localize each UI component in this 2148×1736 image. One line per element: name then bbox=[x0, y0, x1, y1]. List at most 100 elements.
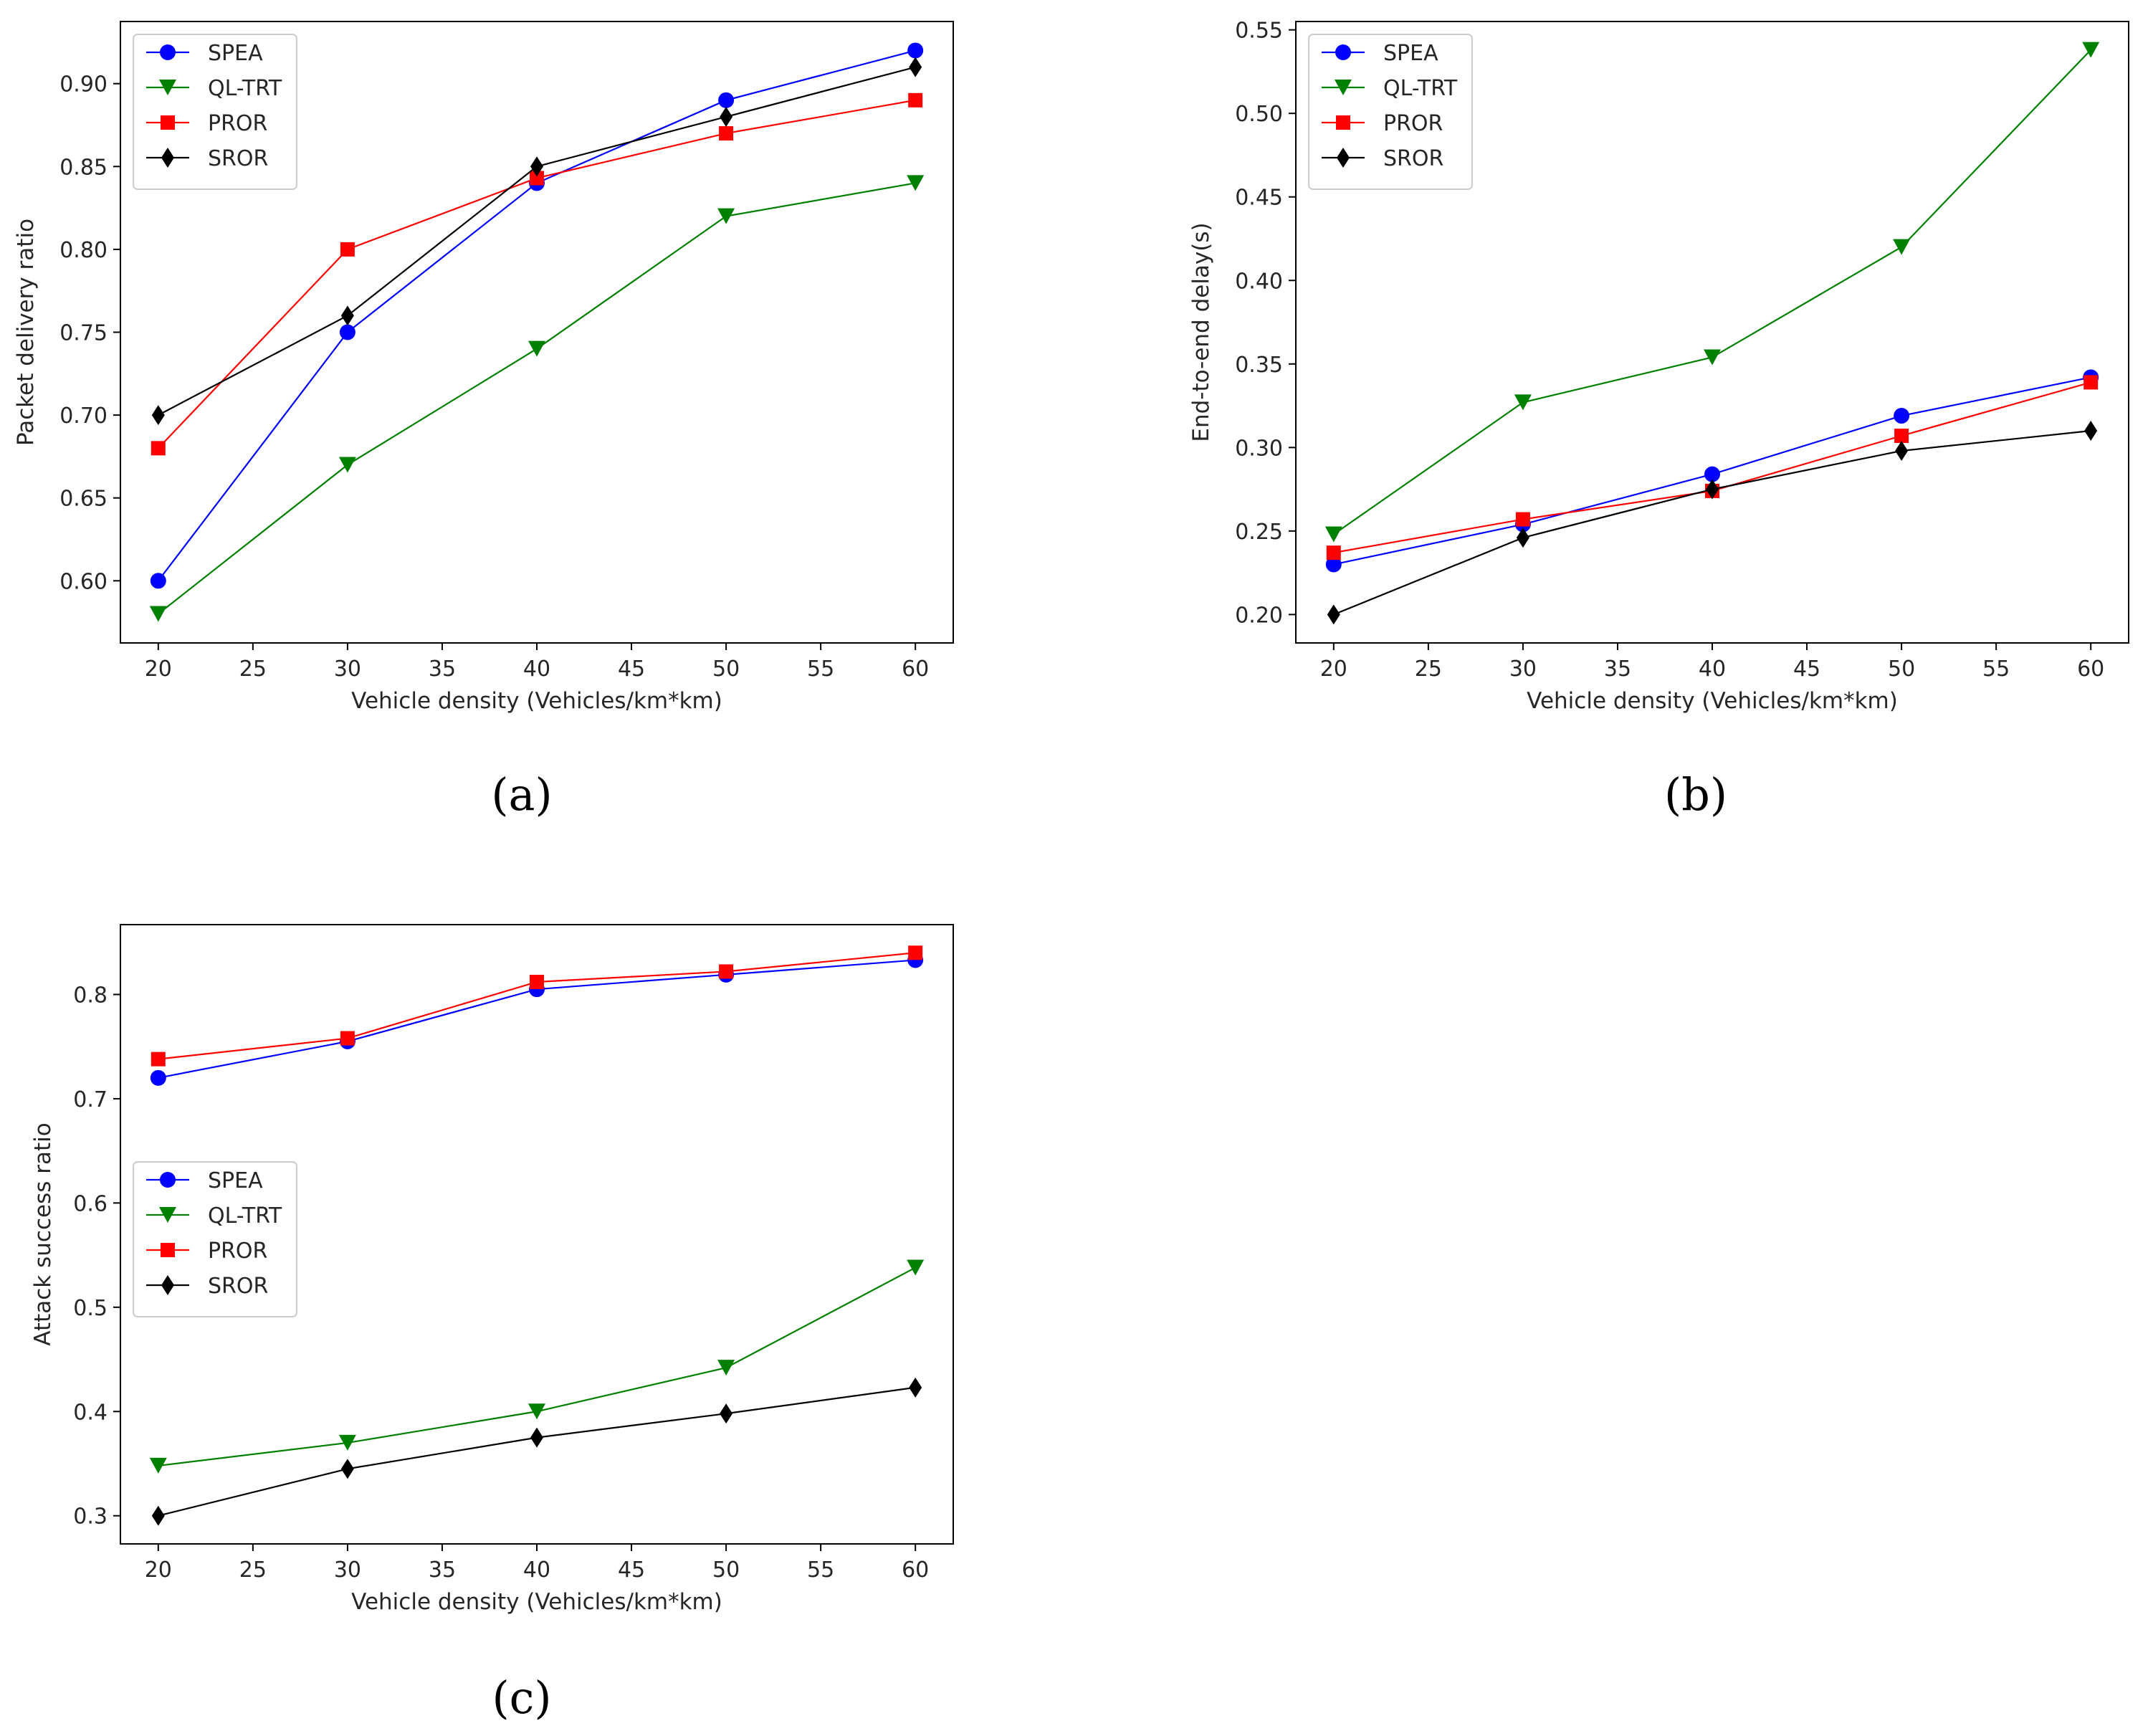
panel-b-x-tick-label: 40 bbox=[1699, 657, 1726, 682]
panel-b-y-tick-label: 0.45 bbox=[1235, 186, 1283, 211]
panel-a-series-pror-marker bbox=[908, 92, 923, 108]
panel-c-legend-entry-spea-marker bbox=[160, 1172, 176, 1188]
panel-a-x-tick-label: 35 bbox=[429, 657, 456, 682]
panel-a-legend-entry-ql-trt-label: QL-TRT bbox=[208, 76, 282, 101]
panel-a: 20 25 30 35 40 45 50 55 60 0.60 0.65 0.70 0.75 0.80 0.… bbox=[13, 21, 954, 821]
panel-c: 20 25 30 35 40 45 50 55 60 0.3 0.4 0.5 0.6 0.7 0.8 Vehi… bbox=[30, 924, 954, 1724]
panel-c-legend-entry-pror-marker bbox=[161, 1243, 175, 1257]
panel-c-legend-entry-spea: SPEA bbox=[146, 1168, 263, 1193]
panel-c-series-ql-trt-marker bbox=[528, 1403, 545, 1420]
panel-a-plot-area bbox=[120, 21, 954, 644]
panel-b-legend-entry-spea: SPEA bbox=[1322, 41, 1438, 66]
panel-c-legend-entry-spea-label: SPEA bbox=[208, 1168, 263, 1193]
panel-c-y-axis-label: Attack success ratio bbox=[30, 1122, 56, 1345]
panel-a-series-sror bbox=[151, 57, 922, 426]
panel-b-legend-entry-pror: PROR bbox=[1322, 111, 1443, 136]
panel-b-series-ql-trt bbox=[1324, 42, 2100, 543]
panel-a-legend-entry-sror: SROR bbox=[146, 146, 268, 171]
panel-a-y-tick-label: 0.70 bbox=[59, 404, 108, 429]
panel-c-x-tick-label: 25 bbox=[239, 1558, 267, 1583]
panel-b-x-tick-label: 60 bbox=[2077, 657, 2104, 682]
panel-a-x-tick-label: 40 bbox=[523, 657, 550, 682]
panel-b-series-sror-marker bbox=[1516, 528, 1529, 548]
panel-c-plot-area bbox=[120, 924, 954, 1545]
panel-c-legend-entry-pror-label: PROR bbox=[208, 1239, 267, 1264]
panel-b-legend-entry-sror-marker bbox=[1337, 148, 1350, 168]
panel-c-legend-box bbox=[133, 1161, 297, 1317]
panel-a-y-tick-label: 0.75 bbox=[59, 321, 108, 346]
panel-a-y-tick-label: 0.85 bbox=[59, 155, 108, 180]
panel-c-x-tick-label: 20 bbox=[145, 1558, 172, 1583]
panel-b-series-sror-marker bbox=[1327, 604, 1340, 625]
panel-b-series-spea bbox=[1325, 369, 2099, 573]
panel-c-series-pror bbox=[151, 945, 923, 1067]
panel-c-y-tick-label: 0.5 bbox=[73, 1296, 108, 1321]
panel-b-x-tick-label: 20 bbox=[1320, 657, 1347, 682]
panel-c-label: (c) bbox=[492, 1671, 551, 1724]
panel-b-y-axis-label: End-to-end delay(s) bbox=[1188, 222, 1214, 442]
panel-c-series-sror-marker bbox=[720, 1403, 733, 1424]
panel-b-series-ql-trt-marker bbox=[1514, 394, 1532, 411]
panel-b-legend-entry-spea-marker bbox=[1335, 44, 1351, 60]
panel-a-series-spea-marker bbox=[150, 573, 166, 589]
panel-a-x-tick-label: 55 bbox=[807, 657, 834, 682]
panel-a-x-tick-label: 20 bbox=[145, 657, 172, 682]
panel-c-series-pror-marker bbox=[719, 964, 734, 979]
panel-c-series-pror-marker bbox=[530, 975, 544, 989]
panel-b-x-tick-label: 55 bbox=[1982, 657, 2010, 682]
panel-a-x-tick-label: 50 bbox=[712, 657, 740, 682]
panel-b-legend: SPEA QL-TRT PROR SROR bbox=[1308, 34, 1473, 190]
panel-c-x-tick-label: 30 bbox=[334, 1558, 361, 1583]
panel-b-y-tick-label: 0.40 bbox=[1235, 269, 1283, 294]
panel-c-y-tick-label: 0.8 bbox=[73, 983, 108, 1008]
panel-c-series-sror-marker bbox=[151, 1505, 165, 1526]
panel-a-legend-entry-sror-label: SROR bbox=[208, 146, 268, 171]
panel-b-y-tick-label: 0.25 bbox=[1235, 520, 1283, 545]
panel-a-x-tick-label: 60 bbox=[902, 657, 929, 682]
panel-a-series-pror-marker bbox=[719, 126, 734, 141]
panel-b-series-sror-marker bbox=[2084, 421, 2098, 442]
panel-a-y-tick-label: 0.80 bbox=[59, 238, 108, 263]
panel-c-legend: SPEA QL-TRT PROR SROR bbox=[133, 1161, 297, 1317]
panel-b-y-tick-label: 0.35 bbox=[1235, 353, 1283, 378]
panel-c-x-tick-label: 40 bbox=[523, 1558, 550, 1583]
panel-a-y-tick-label: 0.90 bbox=[59, 72, 108, 97]
panel-a-legend-entry-sror-marker bbox=[161, 148, 174, 168]
panel-a-series-pror-marker bbox=[340, 242, 355, 257]
panel-b-series-sror-marker bbox=[1895, 440, 1909, 461]
panel-a-legend-entry-pror-marker bbox=[161, 115, 175, 130]
panel-a-series-ql-trt-marker bbox=[907, 175, 925, 191]
panel-b-series-pror-marker bbox=[2083, 375, 2099, 390]
panel-b-series-pror-marker bbox=[1515, 512, 1530, 527]
panel-b-x-tick-label: 50 bbox=[1888, 657, 1915, 682]
panel-b-series-pror-marker bbox=[1894, 429, 1909, 443]
panel-c-y-tick-label: 0.3 bbox=[73, 1504, 108, 1530]
panel-a-legend-entry-spea-marker bbox=[160, 44, 176, 60]
panel-a-x-tick-label: 30 bbox=[334, 657, 361, 682]
panel-c-series-sror-marker bbox=[340, 1459, 354, 1479]
panel-c-x-axis-label: Vehicle density (Vehicles/km*km) bbox=[351, 1589, 722, 1615]
panel-b-y-tick-label: 0.50 bbox=[1235, 102, 1283, 127]
panel-a-legend-entry-spea-label: SPEA bbox=[208, 41, 263, 66]
panel-b-legend-box bbox=[1308, 34, 1473, 190]
panel-c-legend-entry-pror: PROR bbox=[146, 1239, 267, 1264]
panel-c-series-sror-marker bbox=[909, 1377, 922, 1398]
panel-b-series-sror-marker bbox=[1706, 479, 1719, 500]
panel-a-series-ql-trt bbox=[149, 175, 925, 622]
panel-c-y-tick-label: 0.7 bbox=[73, 1087, 108, 1112]
panel-b-x-tick-label: 25 bbox=[1415, 657, 1442, 682]
panel-c-series-pror-marker bbox=[340, 1031, 355, 1046]
panel-b-series-ql-trt-marker bbox=[1324, 526, 1342, 543]
panel-b: 20 25 30 35 40 45 50 55 60 0.20 0.25 0.30 0.35 0.40 0.… bbox=[1188, 19, 2129, 821]
panel-b-y-tick-label: 0.20 bbox=[1235, 603, 1283, 628]
panel-c-series-ql-trt-marker bbox=[149, 1457, 167, 1474]
panel-a-y-axis-label: Packet delivery ratio bbox=[13, 219, 39, 446]
panel-a-label: (a) bbox=[491, 768, 552, 821]
panel-c-x-tick-label: 45 bbox=[618, 1558, 645, 1583]
panel-a-series-sror-marker bbox=[340, 305, 354, 326]
panel-b-legend-entry-pror-marker bbox=[1336, 115, 1350, 130]
panel-c-legend-entry-ql-trt-label: QL-TRT bbox=[208, 1203, 282, 1229]
panel-a-series-sror-marker bbox=[151, 405, 165, 426]
panel-b-series-spea-marker bbox=[1325, 556, 1342, 573]
panel-a-series-sror-marker bbox=[530, 156, 543, 177]
